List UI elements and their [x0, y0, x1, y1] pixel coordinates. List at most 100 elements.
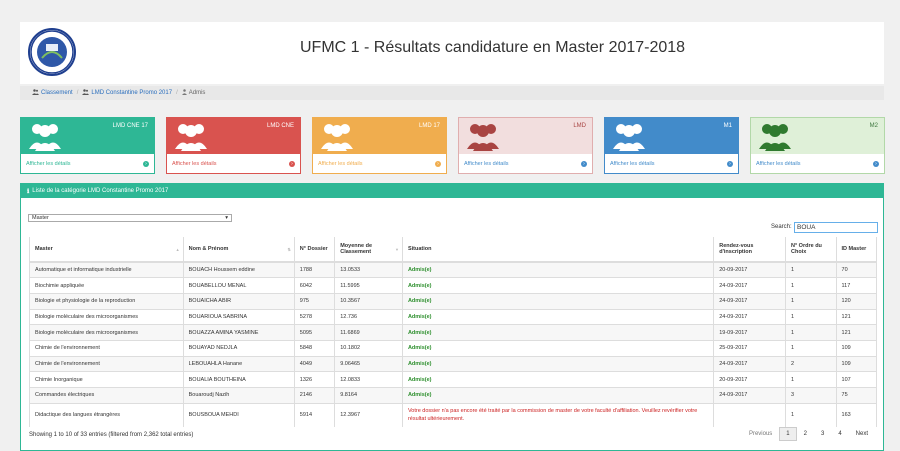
table-cell: 12.3967 — [334, 402, 403, 428]
breadcrumb-item-promo[interactable]: LMD Constantine Promo 2017 — [82, 89, 172, 97]
card-details-link[interactable]: Afficher les détails › — [459, 154, 592, 174]
table-cell: Chimie de l'environnement — [29, 339, 184, 357]
table-cell: BOUALIA BOUTHEINA — [182, 371, 295, 388]
table-cell: 20-09-2017 — [713, 261, 786, 278]
pagination-page-4[interactable]: 4 — [838, 431, 842, 437]
sort-desc-icon: ▼ — [394, 247, 399, 252]
breadcrumb-item-classement[interactable]: Classement — [32, 89, 73, 97]
users-icon — [175, 124, 207, 151]
column-header-master[interactable]: Master ▲ — [29, 237, 184, 263]
table-row: Automatique et informatique industrielle… — [29, 261, 878, 278]
table-cell: 121 — [835, 324, 878, 341]
status-admis: Admis(e) — [401, 308, 714, 325]
table-cell: 5278 — [293, 308, 335, 325]
table-cell: 5095 — [293, 324, 335, 341]
table-cell: Biochimie appliquée — [29, 277, 184, 294]
arrow-circle-right-icon: › — [873, 161, 879, 167]
arrow-circle-right-icon: › — [581, 161, 587, 167]
card-label: LMD — [573, 123, 586, 129]
card-details-link[interactable]: Afficher les détails › — [313, 154, 446, 174]
table-cell: 10.1802 — [334, 339, 403, 357]
table-cell: BOUAICHA ABIR — [182, 292, 295, 310]
table-cell: LEBOUAHLA Hanane — [182, 355, 295, 372]
table-cell: 9.8164 — [334, 387, 403, 404]
column-header-moyenne[interactable]: Moyenne de Classement ▼ — [334, 237, 403, 263]
table-header-row: Master ▲ Nom & Prénom ⇅ N° Dossier Moyenne… — [29, 237, 878, 263]
table-cell: 109 — [835, 355, 878, 372]
chevron-down-icon: ▾ — [225, 215, 228, 221]
card-m2: M2 Afficher les détails › — [750, 117, 885, 174]
column-header-rendezvous[interactable]: Rendez-vous d'inscription — [713, 237, 786, 263]
table-cell: 12.736 — [334, 308, 403, 325]
table-cell: 1 — [784, 324, 837, 341]
table-cell: Biologie moléculaire des microorganismes — [29, 308, 184, 325]
table-cell: 6042 — [293, 277, 335, 294]
table-cell: 19-09-2017 — [713, 324, 786, 341]
table-cell: 2 — [784, 355, 837, 372]
user-icon — [181, 89, 187, 97]
table-cell: 5914 — [293, 402, 335, 428]
card-details-link[interactable]: Afficher les détails › — [751, 154, 884, 174]
master-filter-select[interactable]: Master ▾ — [28, 214, 232, 222]
table-cell: 9.06465 — [334, 355, 403, 372]
table-cell: 120 — [835, 292, 878, 310]
pagination-page-1[interactable]: 1 — [779, 427, 797, 441]
table-cell: Chimie Inorganique — [29, 371, 184, 388]
users-icon — [32, 89, 39, 97]
page-title: UFMC 1 - Résultats candidature en Master… — [300, 39, 686, 56]
pagination-page-2[interactable]: 2 — [803, 431, 807, 437]
pagination-page-3[interactable]: 3 — [820, 431, 825, 437]
pagination-next[interactable]: Next — [855, 431, 868, 437]
arrow-circle-right-icon: › — [143, 161, 149, 167]
table-cell: BOUAYAD NEDJLA — [182, 339, 295, 357]
table-cell: 10.3567 — [334, 292, 403, 310]
table-cell: Didactique des langues étrangères — [29, 402, 184, 428]
card-details-link[interactable]: Afficher les détails › — [167, 154, 300, 174]
table-row: Biologie et physiologie de la reproducti… — [29, 292, 878, 310]
table-cell: 24-09-2017 — [713, 387, 786, 404]
column-header-id[interactable]: ID Master — [835, 237, 878, 263]
column-header-ordre[interactable]: N° Ordre du Choix — [784, 237, 837, 263]
column-header-dossier[interactable]: N° Dossier — [293, 237, 335, 263]
table-cell: 107 — [835, 371, 878, 388]
table-cell: 11.5995 — [334, 277, 403, 294]
panel-heading: ℹ Liste de la catégorie LMD Constantine … — [21, 184, 883, 198]
card-details-link[interactable]: Afficher les détails › — [21, 154, 154, 174]
card-lmd-cne-17: LMD CNE 17 Afficher les détails › — [20, 117, 155, 174]
university-logo — [28, 28, 76, 76]
table-row: Biologie moléculaire des microorganismes… — [29, 324, 878, 341]
table-cell: Commandes électriques — [29, 387, 184, 404]
card-label: M1 — [723, 123, 732, 129]
table-cell: 121 — [835, 308, 878, 325]
pagination-previous[interactable]: Previous — [748, 431, 773, 437]
status-admis: Admis(e) — [401, 292, 714, 310]
table-cell: BOUACH Houssem eddine — [182, 261, 295, 278]
table-row: Biologie moléculaire des microorganismes… — [29, 308, 878, 325]
table-cell: 1788 — [293, 261, 335, 278]
column-header-situation[interactable]: Situation — [401, 237, 714, 263]
breadcrumb-item-admis: Admis — [181, 89, 205, 97]
table-cell: 70 — [835, 261, 878, 278]
status-admis: Admis(e) — [401, 387, 714, 404]
table-cell: 11.6869 — [334, 324, 403, 341]
card-label: LMD 17 — [418, 123, 440, 129]
table-cell: 975 — [293, 292, 335, 310]
status-admis: Admis(e) — [401, 339, 714, 357]
table-cell: 1 — [784, 277, 837, 294]
table-cell: 24-09-2017 — [713, 308, 786, 325]
users-icon — [29, 124, 61, 151]
table-cell — [713, 402, 786, 428]
search-input[interactable] — [794, 222, 878, 233]
table-cell: 1326 — [293, 371, 335, 388]
table-cell: 1 — [784, 308, 837, 325]
card-details-link[interactable]: Afficher les détails › — [605, 154, 738, 174]
table-cell: 25-09-2017 — [713, 339, 786, 357]
table-row: Commandes électriques Bouaroudj Nazih 2146… — [29, 387, 878, 404]
table-cell: 1 — [784, 261, 837, 278]
table-cell: 13.0533 — [334, 261, 403, 278]
table-cell: 75 — [835, 387, 878, 404]
card-m1: M1 Afficher les détails › — [604, 117, 739, 174]
status-admis: Admis(e) — [401, 261, 714, 278]
column-header-name[interactable]: Nom & Prénom ⇅ — [182, 237, 295, 263]
status-admis: Admis(e) — [401, 371, 714, 388]
